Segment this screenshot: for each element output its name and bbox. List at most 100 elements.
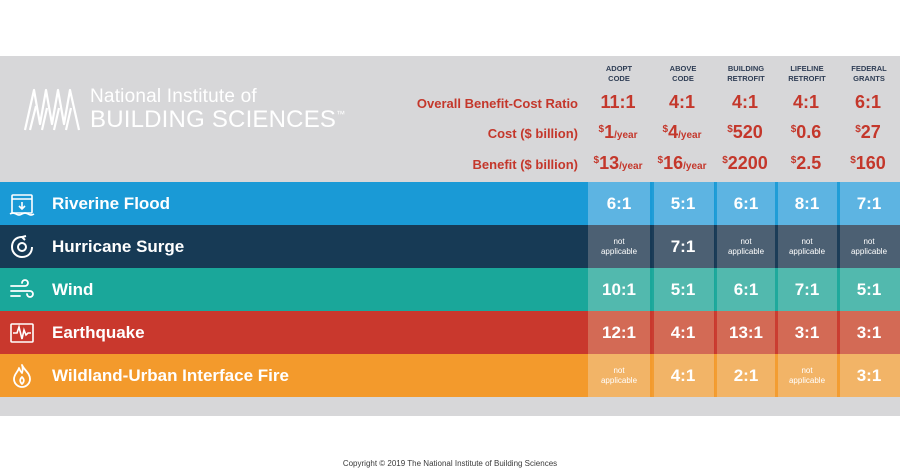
not-applicable-line1: not <box>613 236 625 246</box>
value-cell-bg <box>838 182 900 225</box>
not-applicable-line1: not <box>801 236 813 246</box>
value-cell: not applicable <box>717 225 775 268</box>
value-cell-bg <box>715 354 777 397</box>
nibs-logo: National Institute of BUILDING SCIENCES™ <box>22 84 345 134</box>
value-cell-bg <box>776 182 838 225</box>
value-cell: 7:1 <box>794 280 820 299</box>
value-cell: not applicable <box>590 225 648 268</box>
hurricane-icon <box>9 234 35 260</box>
not-applicable-line1: not <box>801 365 813 375</box>
value-cell: 2:1 <box>733 366 759 385</box>
column-divider <box>837 268 840 311</box>
column-divider <box>775 268 778 311</box>
summary-value-bcr: 11:1 <box>600 92 636 112</box>
amount-unit: /year <box>678 130 702 141</box>
not-applicable-label: not applicable <box>728 237 764 257</box>
value-cell-bg <box>776 268 838 311</box>
flood-icon <box>9 191 35 217</box>
column-header: ADOPT CODE <box>589 64 649 84</box>
column-divider <box>714 311 717 354</box>
summary-value-bcr: 6:1 <box>854 92 881 112</box>
not-applicable-line2: applicable <box>788 246 826 256</box>
currency-symbol: $ <box>790 155 797 166</box>
value-cell-bg <box>652 225 714 268</box>
column-divider <box>837 182 840 225</box>
value-cell: 3:1 <box>856 323 882 342</box>
column-divider <box>651 311 654 354</box>
column-header-line2: CODE <box>608 74 630 83</box>
currency-symbol: $ <box>727 124 733 135</box>
column-divider <box>775 225 778 268</box>
column-divider <box>714 225 717 268</box>
column-header-line1: LIFELINE <box>790 64 824 73</box>
value-cell-bg <box>652 354 714 397</box>
not-applicable-label: not applicable <box>601 237 637 257</box>
hazard-name: Earthquake <box>52 323 145 342</box>
value-cell-bg <box>652 311 714 354</box>
summary-value-cost: $4/year <box>651 122 713 143</box>
logo-line2: BUILDING SCIENCES™ <box>90 106 346 133</box>
amount: 2.5 <box>796 153 822 173</box>
column-divider <box>651 182 654 225</box>
currency-symbol: $ <box>662 124 669 135</box>
value-cell: not applicable <box>590 354 648 397</box>
currency-symbol: $ <box>593 155 600 166</box>
infographic-panel: National Institute of BUILDING SCIENCES™… <box>0 56 900 468</box>
column-header-line1: FEDERAL <box>851 64 887 73</box>
fire-icon <box>9 363 35 389</box>
summary-value-bcr: 4:1 <box>668 92 695 112</box>
value-cell-bg <box>652 182 714 225</box>
value-cell: 6:1 <box>733 194 759 213</box>
column-divider <box>714 182 717 225</box>
amount-unit: /year <box>619 161 643 172</box>
value-cell: 6:1 <box>606 194 632 213</box>
column-divider <box>837 354 840 397</box>
column-divider <box>775 182 778 225</box>
value-cell: 4:1 <box>670 366 696 385</box>
summary-value-benefit: $160 <box>837 153 899 174</box>
not-applicable-line2: applicable <box>850 246 888 256</box>
currency-symbol: $ <box>790 124 797 135</box>
summary-label-benefit: Benefit ($ billion) <box>472 157 578 172</box>
logo-line1: National Institute of <box>90 86 257 107</box>
hazard-name: Hurricane Surge <box>52 237 185 256</box>
hazard-name: Riverine Flood <box>52 194 171 213</box>
summary-value-benefit: $2.5 <box>775 153 837 174</box>
value-cell: 5:1 <box>856 280 882 299</box>
earthquake-icon <box>9 320 35 346</box>
value-cell-bg <box>652 268 714 311</box>
column-divider <box>714 268 717 311</box>
value-cell-bg <box>715 311 777 354</box>
column-header-line1: ABOVE <box>669 64 697 73</box>
value-cell: 3:1 <box>794 323 820 342</box>
value-cell-bg <box>838 225 900 268</box>
hazard-row: Riverine Flood 6:1 5:1 6:1 8:1 7:1 <box>0 182 900 225</box>
summary-value-cost: $520 <box>714 122 776 143</box>
column-header: LIFELINE RETROFIT <box>777 64 837 84</box>
value-cell: 10:1 <box>601 280 637 299</box>
column-header: ABOVE CODE <box>653 64 713 84</box>
not-applicable-label: not applicable <box>601 366 637 386</box>
value-cell: 12:1 <box>601 323 637 342</box>
value-cell-bg <box>715 268 777 311</box>
value-cell-bg <box>715 182 777 225</box>
value-cell-bg <box>588 268 650 311</box>
summary-label-cost: Cost ($ billion) <box>487 126 578 141</box>
column-divider <box>651 268 654 311</box>
summary-label-bcr: Overall Benefit-Cost Ratio <box>416 96 578 111</box>
value-cell-bg <box>776 354 838 397</box>
amount: 27 <box>860 122 881 142</box>
value-cell-bg <box>838 268 900 311</box>
currency-symbol: $ <box>722 155 728 166</box>
amount-unit: /year <box>614 130 638 141</box>
trademark: ™ <box>336 109 346 119</box>
amount: 520 <box>732 122 763 142</box>
nibs-logo-mark-icon <box>23 88 81 131</box>
column-header-line2: RETROFIT <box>727 74 765 83</box>
column-divider <box>837 311 840 354</box>
column-header-line1: ADOPT <box>605 64 633 73</box>
currency-symbol: $ <box>598 124 605 135</box>
summary-value-bcr: 4:1 <box>731 92 758 112</box>
summary-value-cost: $27 <box>837 122 899 143</box>
not-applicable-label: not applicable <box>789 237 825 257</box>
